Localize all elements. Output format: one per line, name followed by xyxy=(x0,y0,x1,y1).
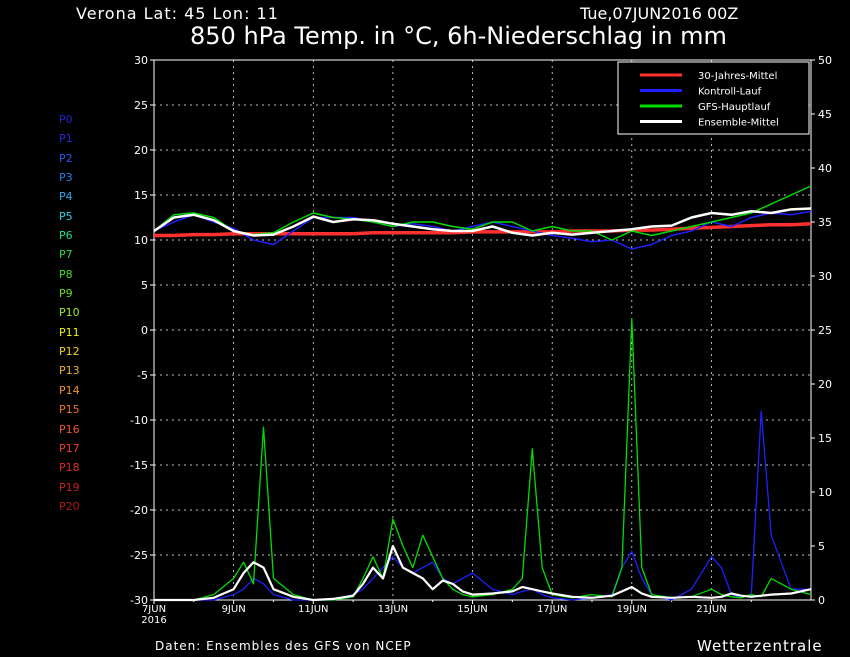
legend-label: GFS-Hauptlauf xyxy=(698,102,771,113)
y-tick-label-right: 5 xyxy=(818,540,825,553)
y-tick-label-right: 50 xyxy=(818,54,832,67)
y-tick-label-left: 10 xyxy=(134,234,148,247)
member-label: P20 xyxy=(59,499,80,513)
y-tick-label-left: -20 xyxy=(130,504,148,517)
y-tick-label-right: 20 xyxy=(818,378,832,391)
member-label: P12 xyxy=(59,345,80,359)
series-line-mean-precip xyxy=(154,544,812,602)
series-line-control-precip xyxy=(154,410,811,601)
member-label: P13 xyxy=(59,364,80,378)
y-tick-label-right: 30 xyxy=(818,270,832,283)
member-label: P19 xyxy=(59,480,80,494)
chart-series xyxy=(153,185,812,602)
member-label: P17 xyxy=(59,441,80,455)
y-tick-label-left: -10 xyxy=(130,414,148,427)
x-tick-label: 11JUN xyxy=(298,604,328,615)
member-label: P6 xyxy=(59,229,73,243)
y-tick-label-left: 25 xyxy=(134,99,148,112)
member-label: P10 xyxy=(59,306,80,320)
legend-label: Ensemble-Mittel xyxy=(698,118,779,129)
y-tick-label-left: -15 xyxy=(130,459,148,472)
x-tick-label: 13JUN xyxy=(378,604,408,615)
chart-grid xyxy=(154,60,811,600)
y-tick-label-left: 30 xyxy=(134,54,148,67)
chart-legend: 30-Jahres-Mittel Kontroll-Lauf GFS-Hauptla… xyxy=(617,61,810,135)
member-label: P5 xyxy=(59,209,73,223)
y-tick-label-left: -5 xyxy=(137,369,148,382)
x-tick-label: 7JUN xyxy=(142,604,166,615)
x-tick-label: 17JUN xyxy=(537,604,567,615)
y-tick-label-left: -30 xyxy=(130,594,148,607)
brand-label: Wetterzentrale xyxy=(697,637,823,655)
member-label: P14 xyxy=(59,383,80,397)
y-tick-label-left: 0 xyxy=(141,324,148,337)
member-label: P1 xyxy=(59,132,73,146)
x-tick-label: 9JUN xyxy=(222,604,246,615)
ensemble-member-list: P0 P1 P2 P3 P4 P5 P6 P7 P8 P9 P10 P11 P12 P13 P14 P15 P1… xyxy=(59,110,80,516)
member-label: P9 xyxy=(59,287,73,301)
chart-title: 850 hPa Temp. in °C, 6h-Niederschlag in … xyxy=(190,22,727,50)
y-tick-label-right: 10 xyxy=(818,486,832,499)
member-label: P8 xyxy=(59,267,73,281)
y-tick-label-right: 45 xyxy=(818,108,832,121)
member-label: P0 xyxy=(59,113,73,126)
member-label: P7 xyxy=(59,248,73,262)
series-line-mean-temp xyxy=(153,207,812,237)
x-tick-label: 19JUN xyxy=(617,604,647,615)
chart-axes: 302520151050-5-10-15-20-25-3050454035302… xyxy=(130,54,832,626)
y-tick-label-right: 0 xyxy=(818,594,825,607)
member-label: P11 xyxy=(59,325,80,339)
x-sublabel: 2016 xyxy=(141,615,166,626)
member-label: P4 xyxy=(59,190,73,204)
y-tick-label-left: 15 xyxy=(134,189,148,202)
y-tick-label-left: -25 xyxy=(130,549,148,562)
member-label: P15 xyxy=(59,403,80,417)
legend-label: 30-Jahres-Mittel xyxy=(698,71,777,82)
y-tick-label-right: 35 xyxy=(818,216,832,229)
y-tick-label-left: 5 xyxy=(141,279,148,292)
y-tick-label-right: 40 xyxy=(818,162,832,175)
y-tick-label-right: 15 xyxy=(818,432,832,445)
x-tick-label: 15JUN xyxy=(457,604,487,615)
series-line-control-temp xyxy=(153,210,812,250)
series-line-gfs-temp xyxy=(153,185,812,241)
location-label: Verona Lat: 45 Lon: 11 xyxy=(76,4,279,23)
y-tick-label-right: 25 xyxy=(818,324,832,337)
member-label: P3 xyxy=(59,171,73,185)
data-source-note: Daten: Ensembles des GFS von NCEP xyxy=(155,639,412,653)
member-label: P2 xyxy=(59,151,73,165)
x-tick-label: 21JUN xyxy=(696,604,726,615)
y-tick-label-left: 20 xyxy=(134,144,148,157)
member-label: P18 xyxy=(59,461,80,475)
series-line-gfs-precip xyxy=(154,318,812,601)
member-label: P16 xyxy=(59,422,80,436)
legend-label: Kontroll-Lauf xyxy=(698,87,762,98)
run-date-label: Tue,07JUN2016 00Z xyxy=(580,4,739,23)
